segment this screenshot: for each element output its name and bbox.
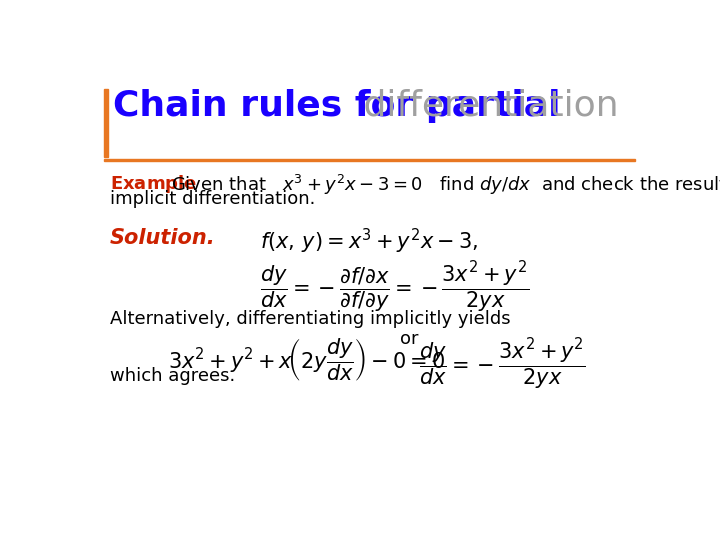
Text: Solution.: Solution.	[110, 228, 216, 248]
Text: Chain rules for partial: Chain rules for partial	[113, 89, 561, 123]
Text: $\mathbf{Example}$: $\mathbf{Example}$	[110, 173, 197, 194]
Text: Alternatively, differentiating implicitly yields: Alternatively, differentiating implicitl…	[110, 309, 510, 328]
Text: differentiation: differentiation	[352, 89, 618, 123]
Text: $\dfrac{dy}{dx} = -\dfrac{\partial f/\partial x}{\partial f/\partial y} = -\dfra: $\dfrac{dy}{dx} = -\dfrac{\partial f/\pa…	[261, 259, 529, 315]
Text: implicit differentiation.: implicit differentiation.	[110, 190, 315, 207]
Text: $f(x,\, y) = x^3 + y^2x - 3,$: $f(x,\, y) = x^3 + y^2x - 3,$	[261, 226, 479, 256]
Text: or: or	[400, 330, 418, 348]
Bar	[104, 159, 635, 161]
Bar	[104, 90, 108, 157]
Text: which agrees.: which agrees.	[110, 367, 235, 384]
Text: Given that   $x^3 + y^2x - 3 = 0$   find $dy/dx$  and check the result using: Given that $x^3 + y^2x - 3 = 0$ find $dy…	[171, 173, 720, 197]
Text: $\dfrac{dy}{dx} = -\dfrac{3x^2 + y^2}{2yx}$: $\dfrac{dy}{dx} = -\dfrac{3x^2 + y^2}{2y…	[419, 336, 586, 392]
Text: $3x^2 + y^2 + x\!\left(2y\dfrac{dy}{dx}\right) - 0 = 0$: $3x^2 + y^2 + x\!\left(2y\dfrac{dy}{dx}\…	[168, 336, 445, 383]
